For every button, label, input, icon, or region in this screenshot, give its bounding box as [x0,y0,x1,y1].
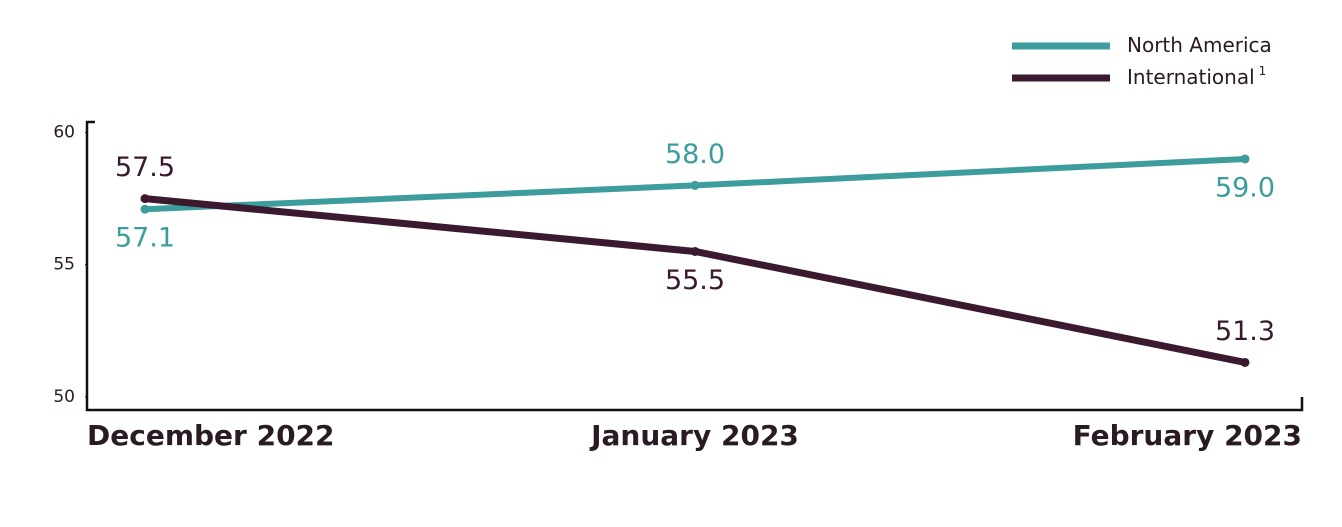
point [690,246,700,256]
y-tick-label: 60 [53,123,75,143]
value-label: 55.5 [665,265,725,296]
point [1240,357,1250,367]
value-label: 57.5 [115,152,175,183]
legend-label: North America [1127,33,1272,57]
legend-label: International 1 [1127,64,1266,89]
point [1240,154,1250,164]
axis [85,120,1304,412]
value-label: 59.0 [1215,172,1275,203]
x-tick-label: January 2023 [589,419,799,452]
legend-footnote: 1 [1259,64,1267,78]
x-tick-label: February 2023 [1073,419,1302,452]
legend-name: International [1127,65,1255,89]
point [140,204,150,214]
value-label: 51.3 [1215,316,1275,347]
y-tick-label: 55 [53,255,75,275]
y-tick-label: 50 [53,387,75,407]
x-tick-label: December 2022 [87,419,335,452]
point [690,180,700,190]
value-label: 58.0 [665,139,725,170]
point [140,194,150,204]
value-label: 57.1 [115,223,175,254]
legend-name: North America [1127,33,1272,57]
